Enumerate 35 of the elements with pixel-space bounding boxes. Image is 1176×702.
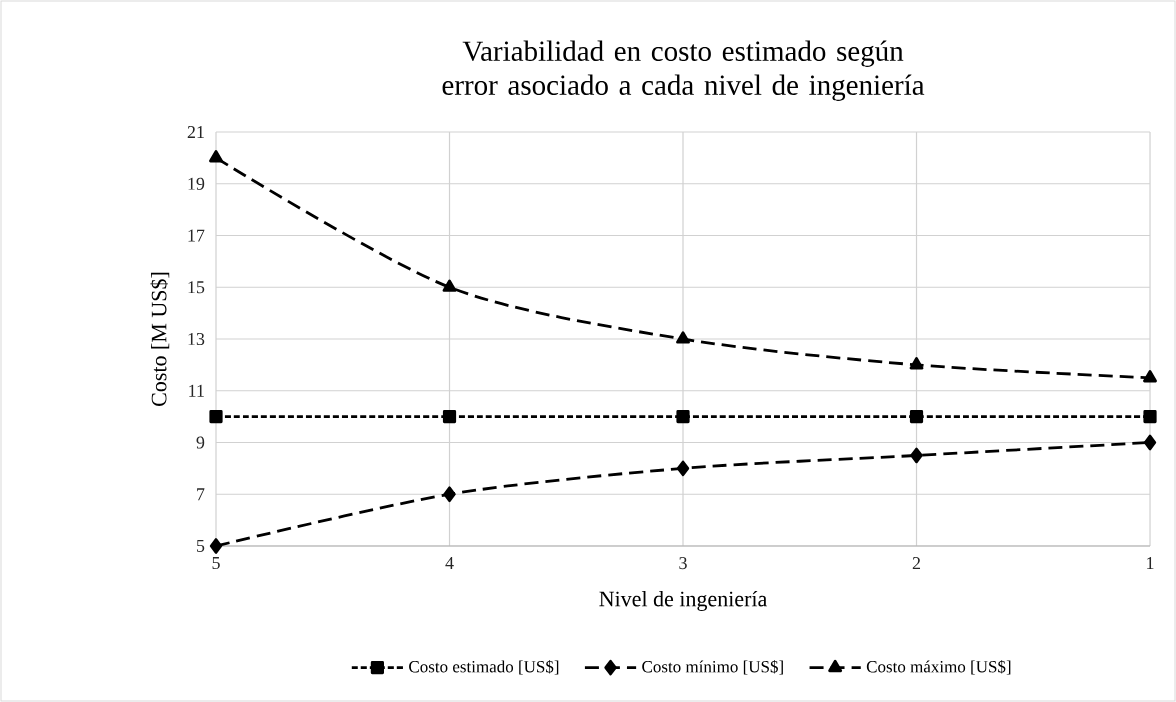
point <box>442 410 457 424</box>
y-tick-label: 11 <box>189 384 204 397</box>
y-tick-label: 15 <box>188 281 205 294</box>
point <box>1143 370 1157 383</box>
legend-label: Costo máximo [US$] <box>866 659 1011 675</box>
point <box>909 357 924 370</box>
x-tick-label: 2 <box>912 557 921 569</box>
point <box>442 279 457 292</box>
x-tick-label: 4 <box>445 557 454 569</box>
chart-title: Variabilidad en costo estimado según error asociado a cada nivel de ingeniería <box>442 40 925 101</box>
point <box>676 410 690 424</box>
x-tick-label: 1 <box>1147 557 1154 569</box>
x-axis-title: Nivel de ingeniería <box>599 590 768 611</box>
point <box>443 486 456 503</box>
y-tick-label: 17 <box>188 229 205 242</box>
y-tick-label: 21 <box>187 126 204 138</box>
point <box>910 447 923 464</box>
point <box>1143 410 1157 424</box>
x-tick-label: 5 <box>212 557 220 570</box>
point <box>209 538 223 554</box>
point <box>676 331 690 344</box>
point <box>676 460 690 477</box>
y-tick-label: 19 <box>188 177 205 190</box>
legend-label: Costo estimado [US$] <box>409 659 559 675</box>
legend-label: Costo mínimo [US$] <box>642 659 783 675</box>
point <box>209 410 223 424</box>
y-tick-label: 9 <box>196 436 205 449</box>
y-axis-title: Costo [M US$] <box>150 272 170 406</box>
x-tick-label: 3 <box>679 557 687 570</box>
y-tick-label: 5 <box>196 540 205 552</box>
y-tick-label: 7 <box>197 488 205 501</box>
point <box>909 410 924 424</box>
y-tick-label: 13 <box>188 332 205 346</box>
point <box>209 150 223 163</box>
point <box>1143 434 1157 451</box>
